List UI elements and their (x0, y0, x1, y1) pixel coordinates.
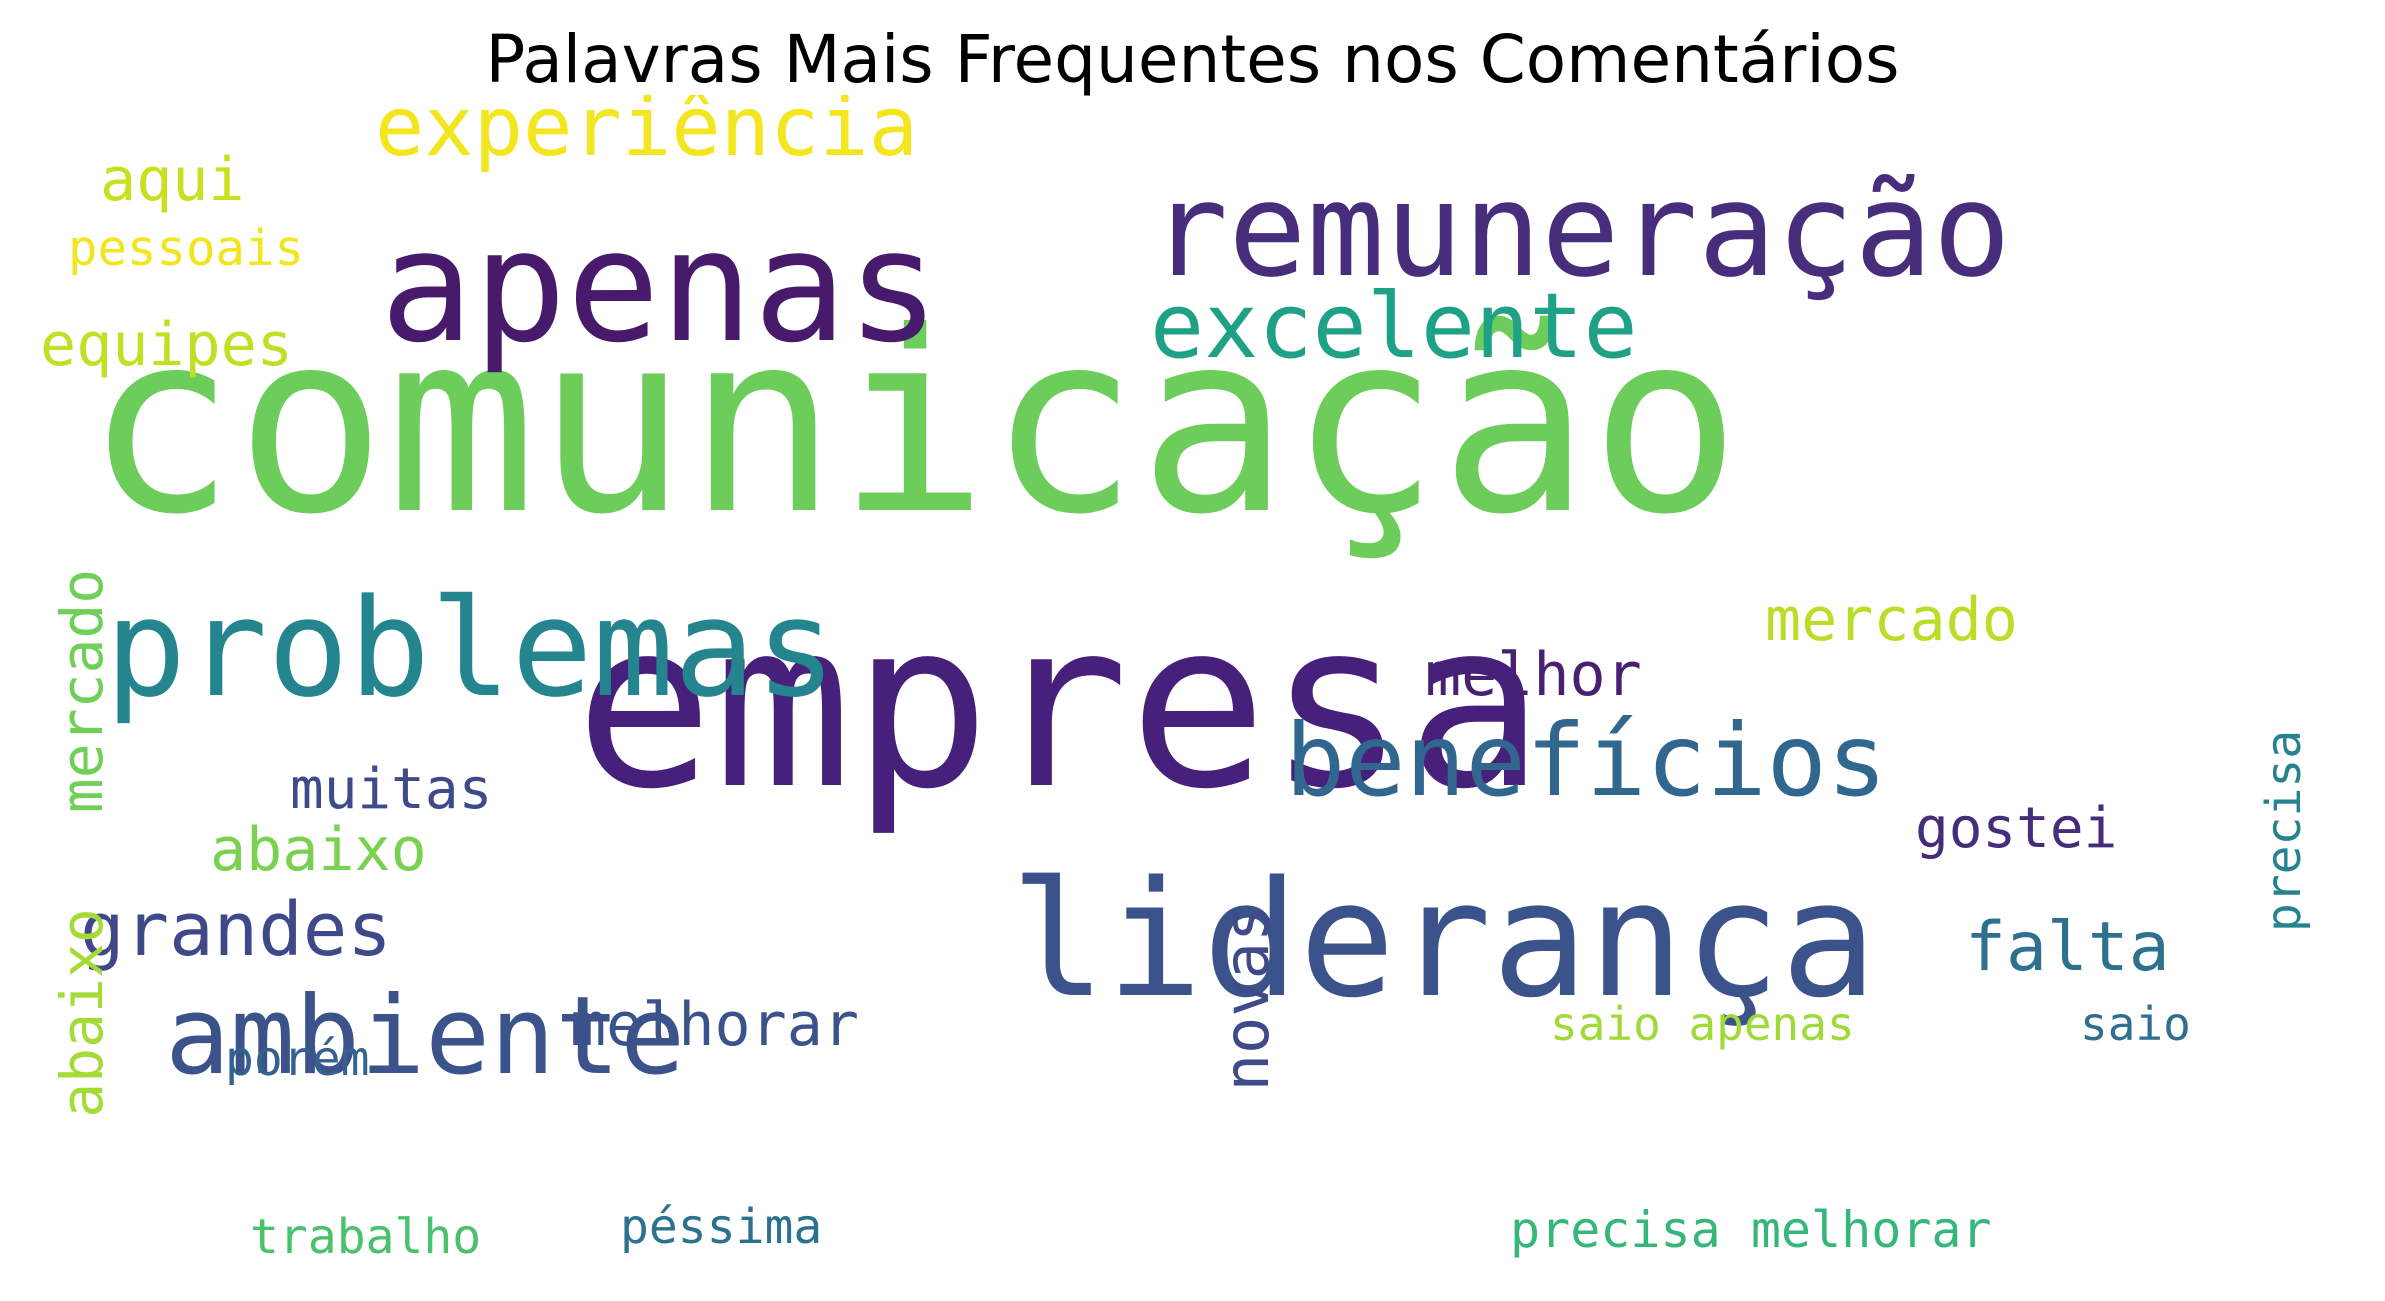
word-muitas: muitas (290, 757, 492, 822)
word-saio-apenas: saio apenas (1550, 997, 1855, 1051)
word-melhorar: melhorar (570, 990, 859, 1060)
word-apenas: apenas (380, 196, 940, 377)
word-benefícios: benefícios (1285, 702, 1887, 819)
chart-title: Palavras Mais Frequentes nos Comentários (485, 21, 1900, 98)
word-liderança: liderança (1010, 846, 1877, 1033)
word-abaixo: abaixo (48, 908, 116, 1118)
word-excelente: excelente (1150, 274, 1638, 379)
word-remuneração: remuneração (1150, 154, 2011, 306)
word-problemas: problemas (105, 570, 837, 727)
word-aqui: aqui (100, 145, 245, 215)
word-mercado: mercado (1765, 585, 2018, 655)
word-novas: novas (1210, 905, 1283, 1092)
word-equipes: equipes (40, 310, 293, 380)
word-péssima: péssima (620, 1199, 822, 1255)
word-porém: porém (225, 1031, 370, 1087)
word-pessoais: pessoais (68, 220, 304, 277)
word-experiência: experiência (375, 95, 918, 175)
word-falta: falta (1965, 908, 2170, 987)
word-grandes: grandes (80, 887, 392, 973)
word-melhor: melhor (1425, 640, 1642, 710)
word-comunicação: comunicação (85, 278, 1741, 569)
word-trabalho: trabalho (250, 1209, 481, 1265)
word-mercado: mercado (48, 569, 116, 813)
word-gostei: gostei (1915, 796, 2117, 861)
word-saio: saio (2080, 997, 2191, 1051)
word-precisa: precisa (2256, 730, 2312, 932)
word-cloud: comunicação empresa liderança apenas remuner… (30, 95, 2355, 1290)
word-ambiente: ambiente (165, 974, 685, 1099)
word-empresa: empresa (575, 573, 1544, 840)
word-abaixo: abaixo (210, 815, 427, 885)
word-precisa-melhorar: precisa melhorar (1510, 1201, 1992, 1259)
